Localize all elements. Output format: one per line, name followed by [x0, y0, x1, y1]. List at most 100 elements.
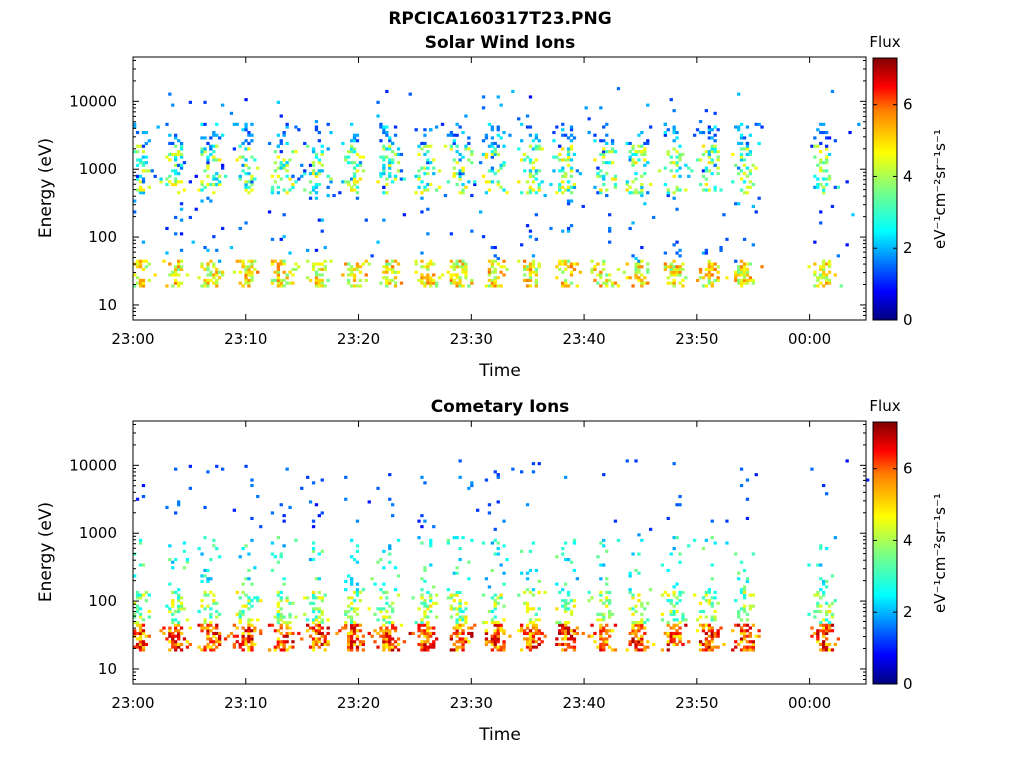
flux-cell	[218, 183, 222, 187]
flux-cell	[350, 621, 354, 625]
flux-cell	[660, 648, 665, 652]
flux-cell	[285, 141, 289, 145]
flux-cell	[244, 180, 248, 184]
flux-cell	[138, 191, 143, 195]
flux-cell	[669, 640, 673, 644]
flux-cell	[311, 618, 316, 622]
flux-cell	[320, 612, 324, 616]
flux-cell	[637, 640, 641, 644]
flux-cell	[716, 150, 720, 154]
flux-cell	[605, 642, 609, 646]
flux-cell	[244, 265, 248, 269]
flux-cell	[523, 152, 527, 156]
flux-cell	[481, 95, 486, 99]
flux-cell	[197, 623, 201, 627]
flux-cell	[144, 169, 148, 173]
flux-cell	[490, 596, 494, 600]
flux-cell	[710, 265, 714, 269]
flux-cell	[605, 278, 609, 282]
flux-cell	[687, 640, 691, 644]
flux-cell	[279, 503, 283, 507]
flux-cell	[279, 623, 283, 627]
flux-cell	[326, 185, 330, 189]
flux-cell	[490, 270, 494, 274]
flux-cell	[566, 136, 571, 140]
flux-cell	[241, 169, 245, 173]
flux-cell	[449, 265, 453, 269]
flux-cell	[704, 623, 708, 627]
flux-cell	[241, 284, 245, 288]
flux-cell	[317, 262, 321, 266]
flux-cell	[320, 631, 324, 635]
flux-cell	[133, 122, 137, 126]
flux-cell	[238, 642, 242, 646]
colorbar-gradient	[872, 57, 898, 321]
flux-cell	[605, 582, 609, 586]
flux-cell	[317, 607, 321, 611]
flux-cell	[326, 278, 330, 282]
flux-cell	[182, 549, 187, 553]
flux-cell	[640, 626, 644, 630]
flux-cell	[432, 525, 436, 529]
flux-cell	[311, 610, 316, 614]
flux-cell	[640, 640, 644, 644]
flux-cell	[417, 536, 421, 540]
flux-cell	[376, 645, 380, 649]
flux-cell	[484, 155, 489, 159]
flux-cell	[250, 276, 254, 280]
flux-cell	[827, 604, 832, 608]
flux-cell	[713, 111, 717, 115]
flux-cell	[631, 612, 635, 616]
flux-cell	[200, 599, 204, 603]
flux-cell	[564, 621, 568, 625]
flux-cell	[558, 590, 562, 594]
flux-cell	[713, 185, 717, 189]
flux-cell	[716, 158, 720, 162]
flux-cell	[420, 596, 424, 600]
flux-cell	[561, 147, 565, 151]
flux-cell	[452, 139, 456, 143]
flux-cell	[672, 640, 676, 644]
flux-cell	[311, 267, 316, 271]
flux-cell	[739, 136, 744, 140]
flux-cell	[646, 139, 650, 143]
flux-cell	[599, 563, 603, 567]
flux-cell	[358, 599, 363, 603]
flux-cell	[452, 607, 456, 611]
flux-cell	[347, 155, 351, 159]
flux-cell	[244, 577, 248, 581]
flux-cell	[452, 133, 456, 137]
flux-cell	[317, 273, 321, 277]
flux-cell	[637, 552, 641, 556]
flux-cell	[326, 174, 330, 178]
flux-cell	[625, 141, 629, 145]
flux-cell	[135, 621, 140, 625]
flux-cell	[637, 626, 641, 630]
flux-cell	[235, 640, 239, 644]
flux-cell	[484, 640, 489, 644]
flux-cell	[391, 637, 395, 641]
flux-cell	[593, 640, 597, 644]
flux-cell	[564, 259, 568, 263]
flux-cell	[423, 623, 427, 627]
flux-cell	[569, 634, 574, 638]
flux-cell	[218, 634, 222, 638]
flux-cell	[496, 262, 500, 266]
flux-cell	[745, 640, 750, 644]
flux-cell	[273, 169, 277, 173]
flux-cell	[452, 174, 456, 178]
flux-cell	[684, 188, 688, 192]
flux-cell	[446, 133, 450, 137]
flux-cell	[385, 265, 389, 269]
flux-cell	[300, 174, 304, 178]
flux-cell	[235, 259, 239, 263]
flux-cell	[320, 169, 324, 173]
flux-cell	[745, 648, 750, 652]
flux-cell	[320, 549, 324, 553]
flux-cell	[385, 596, 389, 600]
flux-cell	[320, 642, 324, 646]
flux-cell	[825, 623, 829, 627]
flux-cell	[748, 262, 752, 266]
flux-cell	[467, 141, 471, 145]
flux-cell	[144, 599, 148, 603]
